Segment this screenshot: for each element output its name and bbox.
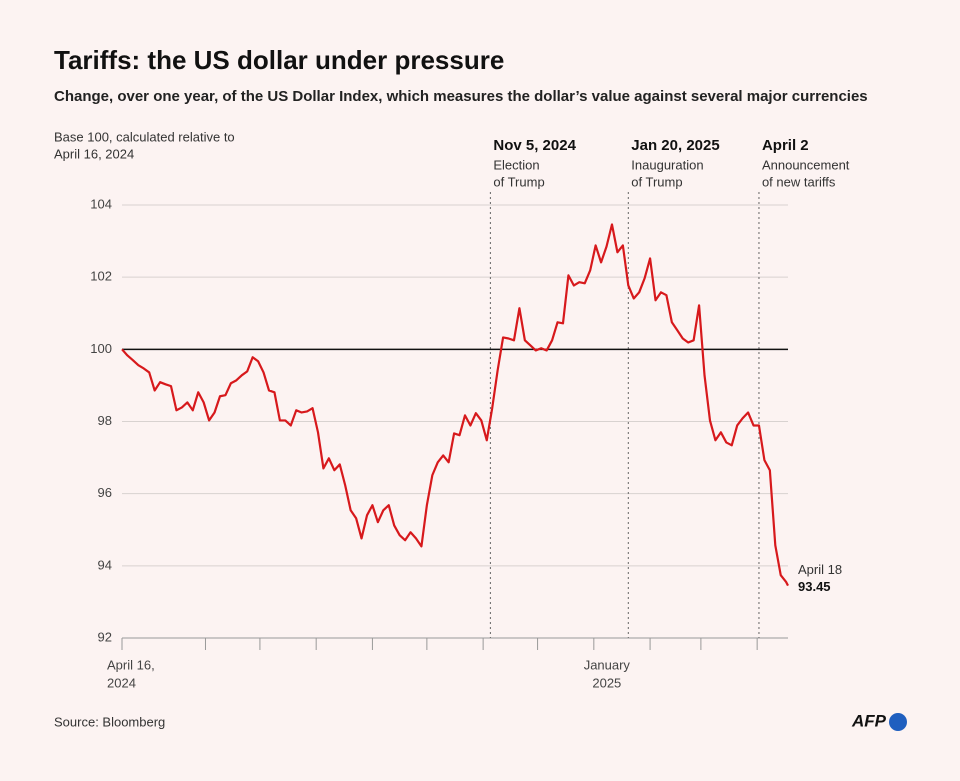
end-label: April 18: [798, 562, 842, 577]
logo-text: AFP: [851, 711, 887, 730]
chart-subtitle: Change, over one year, of the US Dollar …: [54, 88, 868, 105]
annotation-text: of Trump: [631, 174, 682, 189]
source: Source: Bloomberg: [54, 714, 165, 729]
annotation-text: Announcement: [762, 157, 850, 172]
annotation-text: Inauguration: [631, 157, 703, 172]
data-line: [121, 223, 789, 587]
chart-title: Tariffs: the US dollar under pressure: [54, 45, 504, 75]
logo: AFP: [851, 711, 907, 731]
y-tick-label: 98: [98, 413, 112, 428]
x-tick-label: January: [584, 657, 631, 672]
annotation-title: Nov 5, 2024: [493, 137, 576, 154]
x-tick-label: 2024: [107, 675, 136, 690]
y-note: Base 100, calculated relative to: [54, 129, 235, 144]
y-tick-label: 96: [98, 485, 112, 500]
y-tick-label: 104: [90, 196, 112, 211]
y-tick-label: 92: [98, 629, 112, 644]
annotation-text: Election: [493, 157, 539, 172]
end-value-label: 93.45: [798, 579, 831, 594]
annotation-title: Jan 20, 2025: [631, 137, 719, 154]
annotation-title: April 2: [762, 137, 809, 154]
x-tick-label: April 16,: [107, 657, 155, 672]
y-tick-label: 100: [90, 341, 112, 356]
y-tick-label: 94: [98, 557, 112, 572]
logo-circle: [889, 713, 907, 731]
y-note: April 16, 2024: [54, 146, 134, 161]
annotation-text: of new tariffs: [762, 174, 836, 189]
x-tick-label: 2025: [592, 675, 621, 690]
annotation-text: of Trump: [493, 174, 544, 189]
y-tick-label: 102: [90, 269, 112, 284]
